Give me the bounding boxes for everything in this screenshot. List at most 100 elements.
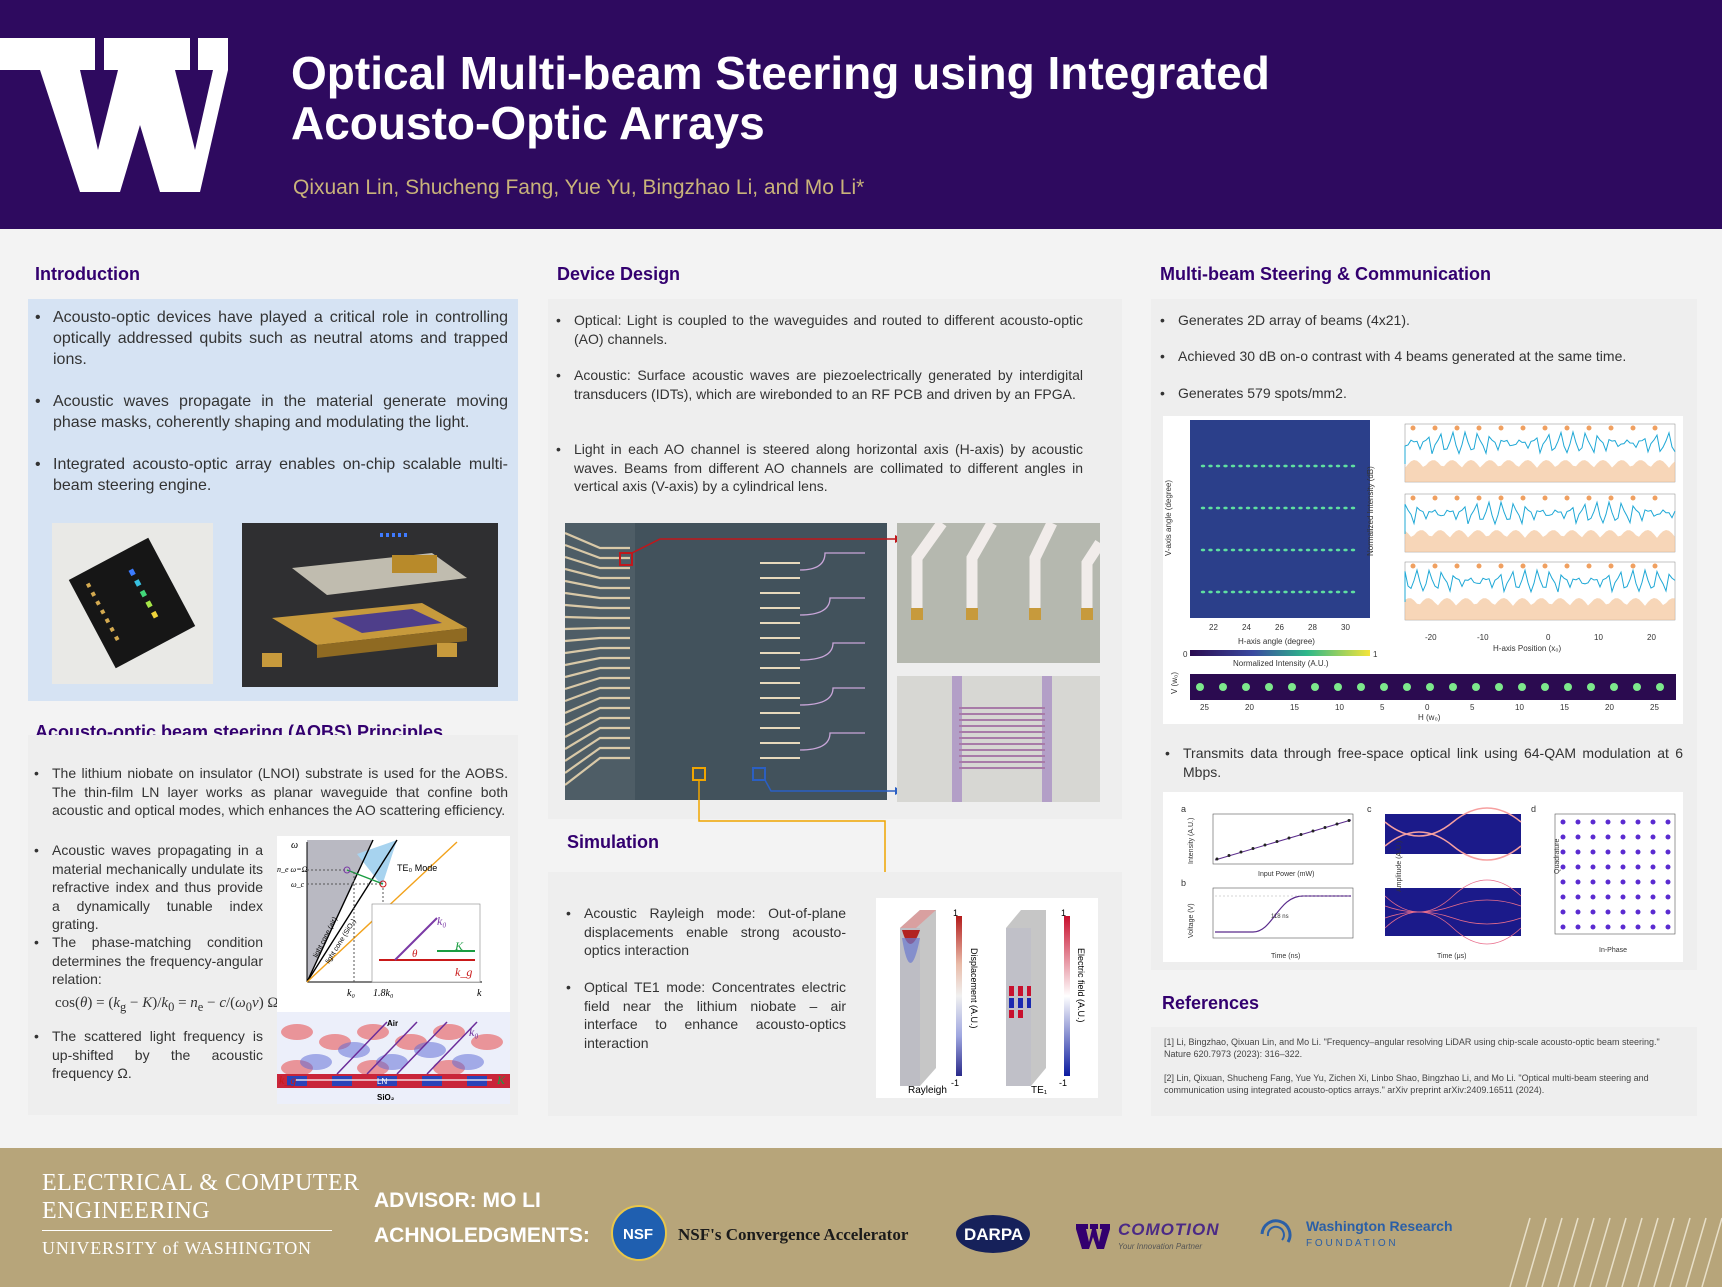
beam-spot	[1343, 548, 1348, 552]
beam-spot	[1320, 548, 1326, 552]
qam-point	[1590, 849, 1596, 855]
beam-spot	[1230, 506, 1236, 510]
kg-bottom-label: k_g	[279, 1073, 296, 1087]
panel-a-point	[1251, 847, 1255, 850]
qam-point	[1635, 894, 1641, 900]
hv-tick: 15	[1290, 703, 1299, 712]
beam-spot	[1253, 590, 1258, 594]
omega-line-label: n_e ω=Ω	[277, 865, 308, 874]
beam-spot	[1230, 464, 1236, 468]
hv-spot	[1380, 683, 1388, 691]
panel-c-x: Time (μs)	[1437, 953, 1466, 960]
hv-spot	[1265, 683, 1273, 691]
beam-spot	[1253, 548, 1258, 552]
panel-a-label: a	[1181, 804, 1186, 814]
multibeam-bullet: • Achieved 30 dB on-o contrast with 4 bea…	[1160, 348, 1627, 364]
poster-title: Optical Multi-beam Steering using Integr…	[291, 48, 1391, 148]
qam-point	[1665, 834, 1671, 840]
qam-point	[1590, 894, 1596, 900]
aobs-bullet-4: • The scattered light frequency is up-shi…	[34, 1028, 263, 1081]
multibeam-bullet: • Generates 2D array of beams (4x21).	[1160, 312, 1410, 328]
hv-tick: 25	[1650, 703, 1659, 712]
beam-spot	[1260, 464, 1266, 468]
hv-spot	[1311, 683, 1319, 691]
intro-bullet: • Acoustic waves propagate in the materia…	[35, 393, 508, 431]
qam-point	[1620, 819, 1626, 825]
qam-point	[1605, 834, 1611, 840]
wrf-logo-icon	[1260, 1219, 1292, 1243]
beam-spot	[1305, 548, 1311, 552]
beam-spot	[1238, 506, 1243, 510]
intensity-label: Normalized Intensity (A.U.)	[1233, 659, 1329, 668]
hv-h-label: H (w₀)	[1418, 713, 1441, 722]
hv-spot	[1403, 683, 1411, 691]
panel-a-point	[1299, 833, 1303, 836]
reference-2: [2] Lin, Qixuan, Shucheng Fang, Yue Yu, …	[1164, 1073, 1649, 1095]
panel-a-x: Input Power (mW)	[1258, 871, 1314, 878]
hv-tick: 0	[1425, 703, 1430, 712]
qam-point	[1635, 849, 1641, 855]
cb1-min: -1	[951, 1078, 959, 1088]
peak-marker	[1432, 495, 1438, 501]
h-axis-ticks: 22 24 26 28 30	[1209, 623, 1350, 632]
rayleigh-label: Rayleigh	[908, 1085, 947, 1096]
qam-point	[1650, 849, 1656, 855]
svg-text:10: 10	[1594, 633, 1603, 642]
qam-point	[1620, 849, 1626, 855]
beam-spot	[1200, 590, 1206, 594]
beam-spot	[1238, 548, 1243, 552]
qam-point	[1590, 909, 1596, 915]
qam-point	[1560, 849, 1566, 855]
beam-spot	[1268, 548, 1273, 552]
axis-k-label: k	[477, 988, 482, 999]
te1-label: TE₁	[1031, 1085, 1048, 1096]
panel-b-annotation: 118 ns	[1271, 914, 1289, 920]
beam-spot	[1298, 506, 1303, 510]
wrf-logo-subtext: F O U N D A T I O N	[1306, 1238, 1396, 1249]
references-title: References	[1162, 993, 1260, 1013]
qam-point	[1650, 834, 1656, 840]
h-position-ticks: -20 -10 0 10 20	[1425, 633, 1656, 642]
qam-point	[1560, 909, 1566, 915]
tx-bullet: • Transmits data through free-space optic…	[1165, 745, 1683, 780]
panel-a-point	[1215, 857, 1219, 861]
beam-spot	[1290, 506, 1296, 510]
qam-point	[1635, 924, 1641, 930]
qam-point	[1635, 834, 1641, 840]
svg-text:28: 28	[1308, 623, 1317, 632]
device-micrograph	[565, 523, 887, 800]
beam-spot	[1260, 506, 1266, 510]
hv-spot	[1610, 683, 1618, 691]
intensity-traces	[1404, 423, 1676, 621]
beam-spot	[1208, 464, 1213, 468]
panel-a-point	[1227, 854, 1231, 857]
beam-spot	[1290, 464, 1296, 468]
device-design-title: Device Design	[557, 264, 681, 284]
hv-spot	[1518, 683, 1526, 691]
beam-spot	[1343, 590, 1348, 594]
introduction-title: Introduction	[35, 264, 140, 284]
qam-point	[1650, 909, 1656, 915]
peak-marker	[1410, 563, 1416, 569]
peak-marker	[1454, 563, 1460, 569]
qam-point	[1620, 834, 1626, 840]
qam-point	[1620, 879, 1626, 885]
K-vector-label: K	[454, 939, 464, 953]
darpa-logo-icon: DARPA	[956, 1215, 1030, 1253]
svg-text:DARPA: DARPA	[964, 1225, 1023, 1244]
trace-orange	[1405, 530, 1675, 552]
uw-small-w-icon	[1076, 1224, 1110, 1249]
hv-tick: 15	[1560, 703, 1569, 712]
title-line-1: Optical Multi-beam Steering using Integr…	[291, 47, 1270, 99]
qam-point	[1605, 909, 1611, 915]
intro-bullet: • Integrated acousto-optic array enables …	[35, 456, 508, 494]
hv-spot	[1449, 683, 1457, 691]
hv-tick: 20	[1605, 703, 1614, 712]
qam-point	[1665, 849, 1671, 855]
beam-spot	[1215, 590, 1221, 594]
qam-constellation	[1560, 819, 1671, 930]
peak-marker	[1608, 563, 1614, 569]
k0-bottom-label: k₀	[469, 1025, 479, 1039]
qam-point	[1575, 924, 1581, 930]
